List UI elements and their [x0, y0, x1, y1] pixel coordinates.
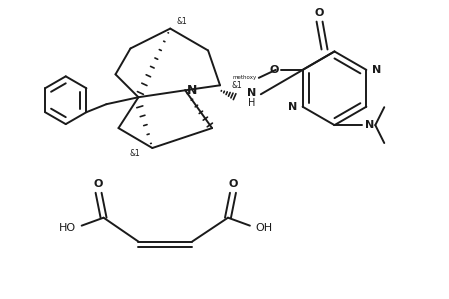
Text: HO: HO	[59, 223, 76, 233]
Text: OH: OH	[255, 223, 273, 233]
Text: O: O	[228, 179, 238, 189]
Text: N: N	[365, 120, 374, 130]
Text: O: O	[269, 65, 278, 75]
Text: H: H	[248, 98, 255, 108]
Text: N: N	[187, 84, 198, 97]
Text: &1: &1	[177, 17, 188, 26]
Text: &1: &1	[129, 150, 140, 158]
Text: O: O	[94, 179, 103, 189]
Text: N: N	[372, 65, 381, 75]
Text: &1: &1	[232, 81, 242, 90]
Text: N: N	[288, 102, 297, 112]
Text: O: O	[315, 8, 324, 18]
Text: methoxy: methoxy	[233, 75, 257, 80]
Text: N: N	[247, 88, 256, 98]
